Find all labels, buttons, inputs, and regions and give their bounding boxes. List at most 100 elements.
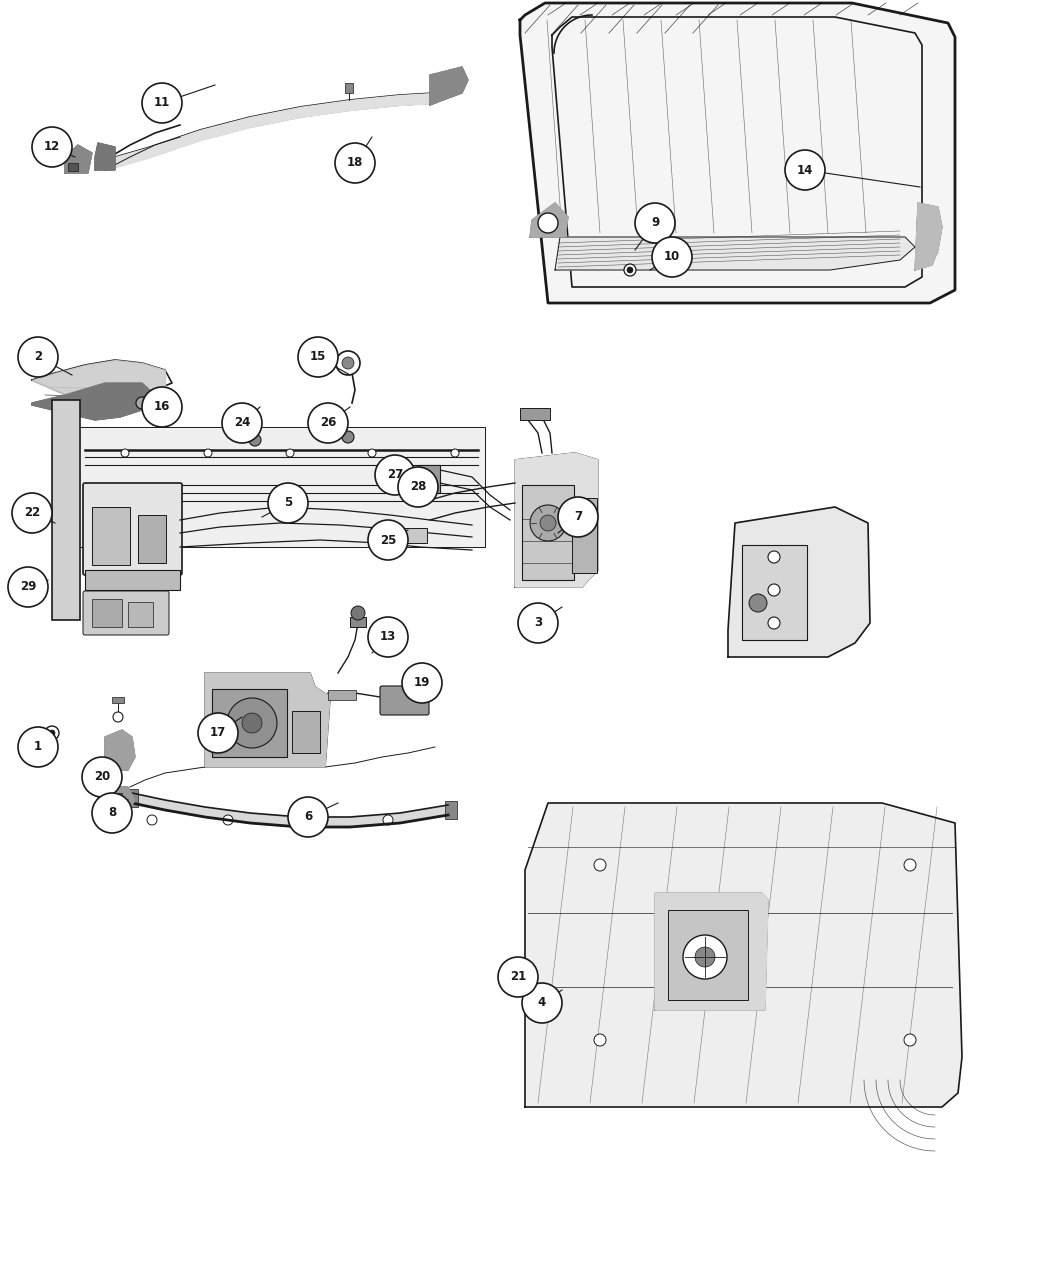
Bar	[102, 793, 122, 807]
Circle shape	[529, 989, 536, 996]
Bar	[212, 688, 287, 757]
Text: 18: 18	[346, 157, 363, 170]
Polygon shape	[915, 203, 942, 270]
Text: 17: 17	[210, 727, 226, 739]
Bar	[572, 499, 597, 572]
Polygon shape	[32, 382, 155, 419]
Text: 2: 2	[34, 351, 42, 363]
Text: 20: 20	[93, 770, 110, 784]
Circle shape	[142, 83, 182, 122]
Circle shape	[383, 815, 393, 825]
Circle shape	[768, 551, 780, 564]
Circle shape	[286, 449, 294, 456]
Circle shape	[518, 603, 558, 643]
Circle shape	[635, 203, 675, 244]
Bar	[128, 789, 138, 807]
Circle shape	[749, 594, 766, 612]
Text: 13: 13	[380, 631, 396, 644]
Polygon shape	[65, 145, 92, 173]
Text: 10: 10	[664, 250, 680, 264]
Circle shape	[198, 713, 238, 754]
FancyBboxPatch shape	[83, 483, 182, 575]
Text: 6: 6	[303, 811, 312, 824]
Circle shape	[121, 449, 129, 456]
Circle shape	[298, 337, 338, 377]
Polygon shape	[105, 731, 135, 770]
Circle shape	[627, 266, 633, 273]
Text: 4: 4	[538, 997, 546, 1010]
Polygon shape	[98, 787, 135, 813]
Circle shape	[652, 237, 692, 277]
Bar	[350, 617, 366, 627]
Polygon shape	[520, 3, 956, 303]
Circle shape	[398, 467, 438, 507]
Bar	[128, 602, 153, 627]
Polygon shape	[514, 453, 598, 586]
Bar	[522, 484, 574, 580]
Circle shape	[49, 731, 55, 736]
Text: 19: 19	[414, 677, 430, 690]
Text: 1: 1	[34, 741, 42, 754]
FancyBboxPatch shape	[380, 686, 429, 715]
Text: 27: 27	[386, 468, 403, 482]
Text: 8: 8	[108, 807, 117, 820]
Circle shape	[147, 815, 157, 825]
Circle shape	[288, 797, 328, 836]
Circle shape	[368, 520, 408, 560]
Circle shape	[522, 983, 562, 1023]
Circle shape	[268, 483, 308, 523]
Circle shape	[18, 727, 58, 768]
Circle shape	[223, 815, 233, 825]
Circle shape	[113, 711, 123, 722]
Circle shape	[308, 403, 348, 442]
Text: 15: 15	[310, 351, 327, 363]
Circle shape	[695, 947, 715, 966]
Bar	[345, 83, 353, 93]
Circle shape	[45, 725, 59, 739]
Text: 21: 21	[510, 970, 526, 983]
Bar	[92, 599, 122, 627]
Bar	[155, 402, 163, 407]
Bar	[292, 711, 320, 754]
Circle shape	[12, 493, 53, 533]
Circle shape	[368, 449, 376, 456]
Circle shape	[82, 757, 122, 797]
Bar	[85, 570, 180, 590]
Polygon shape	[728, 507, 870, 657]
Polygon shape	[430, 68, 468, 105]
Circle shape	[594, 859, 606, 871]
Circle shape	[540, 515, 557, 530]
Polygon shape	[205, 673, 330, 768]
Circle shape	[92, 793, 132, 833]
Text: 7: 7	[574, 510, 582, 524]
Text: 25: 25	[380, 533, 396, 547]
Circle shape	[303, 815, 313, 825]
Circle shape	[342, 357, 354, 368]
Circle shape	[530, 505, 566, 541]
Circle shape	[538, 213, 558, 233]
Circle shape	[375, 455, 415, 495]
Circle shape	[342, 431, 354, 442]
Circle shape	[222, 403, 262, 442]
Polygon shape	[555, 237, 915, 270]
Circle shape	[904, 859, 916, 871]
Text: 11: 11	[154, 97, 170, 110]
Text: 3: 3	[534, 617, 542, 630]
Bar	[742, 544, 807, 640]
Text: 26: 26	[320, 417, 336, 430]
Circle shape	[558, 497, 598, 537]
Circle shape	[785, 150, 825, 190]
Polygon shape	[655, 892, 768, 1010]
Bar	[328, 690, 356, 700]
Polygon shape	[530, 203, 568, 237]
Text: 14: 14	[797, 163, 813, 176]
Circle shape	[525, 986, 539, 1000]
FancyBboxPatch shape	[83, 592, 169, 635]
Circle shape	[227, 697, 277, 748]
Circle shape	[498, 958, 538, 997]
Circle shape	[136, 397, 148, 409]
Bar	[52, 400, 80, 620]
Circle shape	[242, 713, 262, 733]
Bar	[520, 408, 550, 419]
Text: 24: 24	[234, 417, 250, 430]
